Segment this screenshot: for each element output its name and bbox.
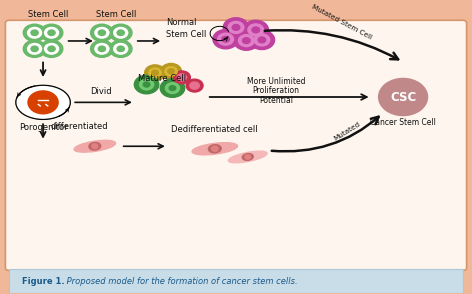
Circle shape (44, 44, 59, 54)
Circle shape (117, 46, 124, 51)
Circle shape (114, 27, 128, 38)
Text: Stem Cell: Stem Cell (166, 30, 207, 39)
Circle shape (218, 33, 234, 45)
Circle shape (190, 82, 199, 89)
Ellipse shape (228, 151, 267, 163)
Circle shape (27, 44, 42, 54)
Ellipse shape (16, 86, 70, 119)
Circle shape (91, 24, 113, 41)
Text: Stem Cell: Stem Cell (28, 10, 68, 19)
Circle shape (135, 75, 159, 94)
Circle shape (98, 46, 105, 51)
Circle shape (23, 40, 46, 57)
Text: Divid: Divid (90, 87, 111, 96)
Circle shape (117, 30, 124, 36)
Circle shape (165, 67, 177, 76)
FancyBboxPatch shape (9, 269, 463, 293)
Circle shape (28, 91, 58, 114)
Circle shape (95, 44, 109, 54)
Circle shape (238, 35, 254, 46)
Ellipse shape (211, 146, 218, 151)
Ellipse shape (74, 140, 116, 152)
Circle shape (110, 40, 132, 57)
Ellipse shape (209, 145, 221, 153)
Circle shape (48, 46, 55, 51)
Circle shape (114, 44, 128, 54)
Circle shape (44, 27, 59, 38)
Circle shape (31, 30, 38, 36)
Circle shape (248, 24, 264, 36)
Circle shape (243, 20, 269, 40)
Circle shape (140, 79, 154, 90)
Circle shape (186, 79, 203, 92)
Text: Dedifferentiated cell: Dedifferentiated cell (171, 126, 258, 134)
Ellipse shape (92, 144, 98, 149)
Circle shape (173, 71, 190, 84)
Circle shape (222, 36, 229, 42)
Circle shape (149, 68, 161, 77)
Circle shape (379, 78, 428, 116)
Text: Porogenitor: Porogenitor (19, 123, 67, 132)
Circle shape (145, 65, 165, 81)
Ellipse shape (89, 143, 101, 150)
Circle shape (160, 79, 185, 97)
Text: differentiated: differentiated (50, 122, 108, 131)
Text: Normal: Normal (166, 19, 197, 27)
Circle shape (252, 27, 260, 33)
Text: More Unlimited: More Unlimited (247, 76, 305, 86)
Circle shape (169, 86, 176, 91)
FancyBboxPatch shape (5, 20, 467, 270)
Ellipse shape (242, 153, 253, 161)
Circle shape (168, 69, 174, 74)
Circle shape (232, 24, 240, 30)
Circle shape (243, 38, 250, 44)
Circle shape (213, 30, 238, 49)
Circle shape (143, 82, 150, 87)
Circle shape (228, 21, 244, 34)
Text: Mutated Stem Cell: Mutated Stem Cell (311, 4, 373, 41)
Circle shape (165, 83, 179, 93)
Text: Cancer Stem Cell: Cancer Stem Cell (370, 118, 436, 127)
Circle shape (223, 18, 249, 37)
Circle shape (95, 27, 109, 38)
Circle shape (258, 37, 266, 43)
Circle shape (40, 40, 63, 57)
Text: Stem Cell: Stem Cell (96, 10, 136, 19)
Text: Mature Cell: Mature Cell (138, 74, 186, 83)
Circle shape (31, 46, 38, 51)
Text: Figure 1.: Figure 1. (22, 277, 65, 286)
Circle shape (177, 74, 186, 81)
Ellipse shape (192, 143, 237, 155)
Ellipse shape (245, 155, 251, 159)
Circle shape (23, 24, 46, 41)
Circle shape (27, 27, 42, 38)
Circle shape (48, 30, 55, 36)
Circle shape (152, 70, 158, 75)
Circle shape (254, 34, 270, 46)
Circle shape (98, 30, 105, 36)
Circle shape (160, 64, 181, 79)
Circle shape (40, 24, 63, 41)
Text: Proposed model for the formation of cancer stem cells.: Proposed model for the formation of canc… (64, 277, 298, 286)
Circle shape (110, 24, 132, 41)
Circle shape (249, 30, 275, 49)
Circle shape (234, 31, 259, 50)
Circle shape (91, 40, 113, 57)
Text: Mutated: Mutated (332, 121, 361, 142)
Text: CSC: CSC (390, 91, 416, 103)
Text: Proliferation: Proliferation (253, 86, 300, 95)
Text: Potential: Potential (259, 96, 293, 105)
